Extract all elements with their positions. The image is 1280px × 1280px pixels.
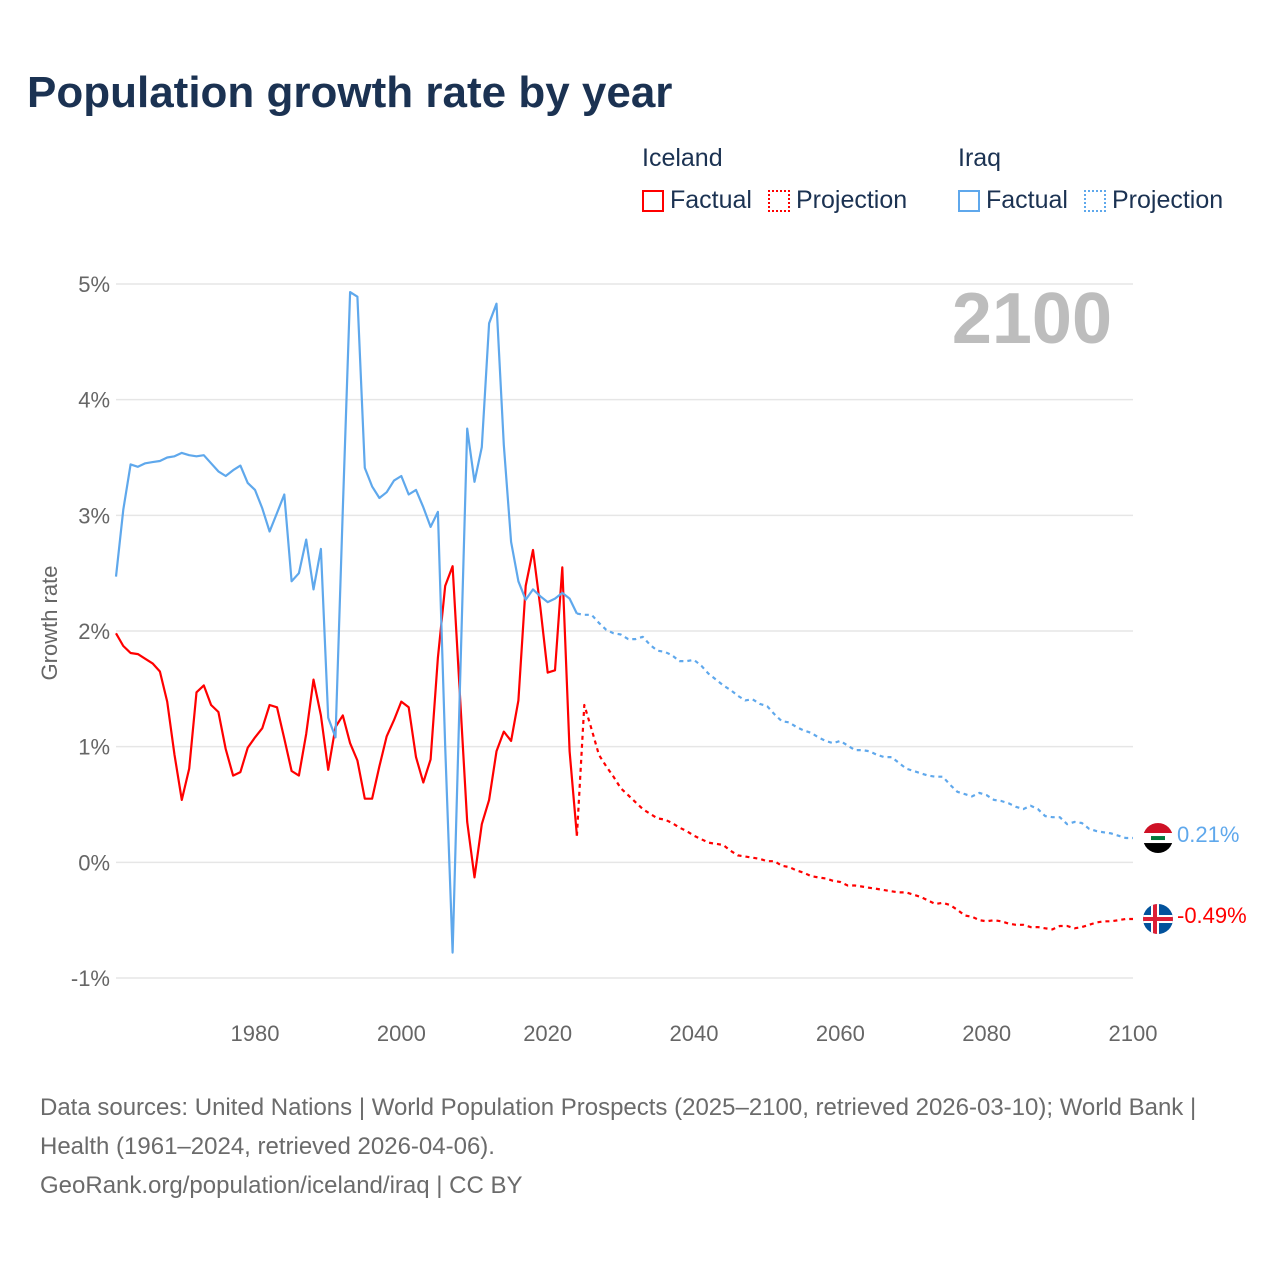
flag-stripe-red [1143,823,1173,834]
solid-swatch-icon [642,189,664,212]
chart-title: Population growth rate by year [27,68,673,117]
legend-group-iceland: Iceland Factual Projection [642,144,907,215]
y-tick-label: 3% [78,503,110,528]
legend-iceland-projection[interactable]: Projection [767,186,908,215]
flag-cross-red-h [1143,917,1173,922]
series-iceland-factual [115,548,578,879]
legend-label: Factual [986,186,1068,214]
y-tick-label: 5% [78,272,110,297]
x-tick-label: 1980 [231,1021,280,1046]
legend-iceland-factual[interactable]: Factual [642,186,752,215]
x-tick-label: 2000 [377,1021,426,1046]
x-tick-label: 2060 [816,1021,865,1046]
legend-group-label: Iceland [642,144,723,172]
iceland-end-value: -0.49% [1177,903,1247,928]
series-iceland-projection [575,703,1133,931]
source-note: Data sources: United Nations | World Pop… [40,1088,1240,1205]
legend-group-iraq: Iraq Factual Projection [958,144,1223,215]
legend-label: Factual [670,186,752,214]
flag-emblem [1151,836,1165,841]
source-text: Data sources: United Nations | World Pop… [40,1094,1197,1160]
current-year-label: 2100 [951,279,1112,359]
legend-group-label: Iraq [958,144,1002,172]
y-tick-label: 4% [78,388,110,413]
legend-label: Projection [1111,186,1224,214]
dotted-swatch-icon [1083,189,1106,212]
x-tick-label: 2080 [962,1021,1011,1046]
iraq-flag-icon [1143,823,1173,854]
dotted-swatch-icon [767,189,790,212]
y-axis-label: Growth rate [37,565,62,681]
y-tick-label: 2% [78,619,110,644]
iraq-end-value: 0.21% [1177,822,1240,847]
iceland-flag-icon [1143,904,1173,935]
flag-stripe-black [1143,843,1173,854]
y-tick-label: 1% [78,735,110,760]
y-tick-label: 0% [78,850,110,875]
series-iraq-factual [114,291,578,954]
x-tick-label: 2020 [523,1021,572,1046]
series-iraq-projection [576,612,1133,840]
legend-iraq-factual[interactable]: Factual [958,186,1068,215]
legend-label: Projection [795,186,908,214]
source-link[interactable]: GeoRank.org/population/iceland/iraq | CC… [40,1172,523,1199]
solid-swatch-icon [958,189,980,212]
x-tick-label: 2040 [670,1021,719,1046]
legend-iraq-projection[interactable]: Projection [1083,186,1224,215]
y-tick-label: -1% [71,966,110,991]
x-tick-label: 2100 [1109,1021,1158,1046]
